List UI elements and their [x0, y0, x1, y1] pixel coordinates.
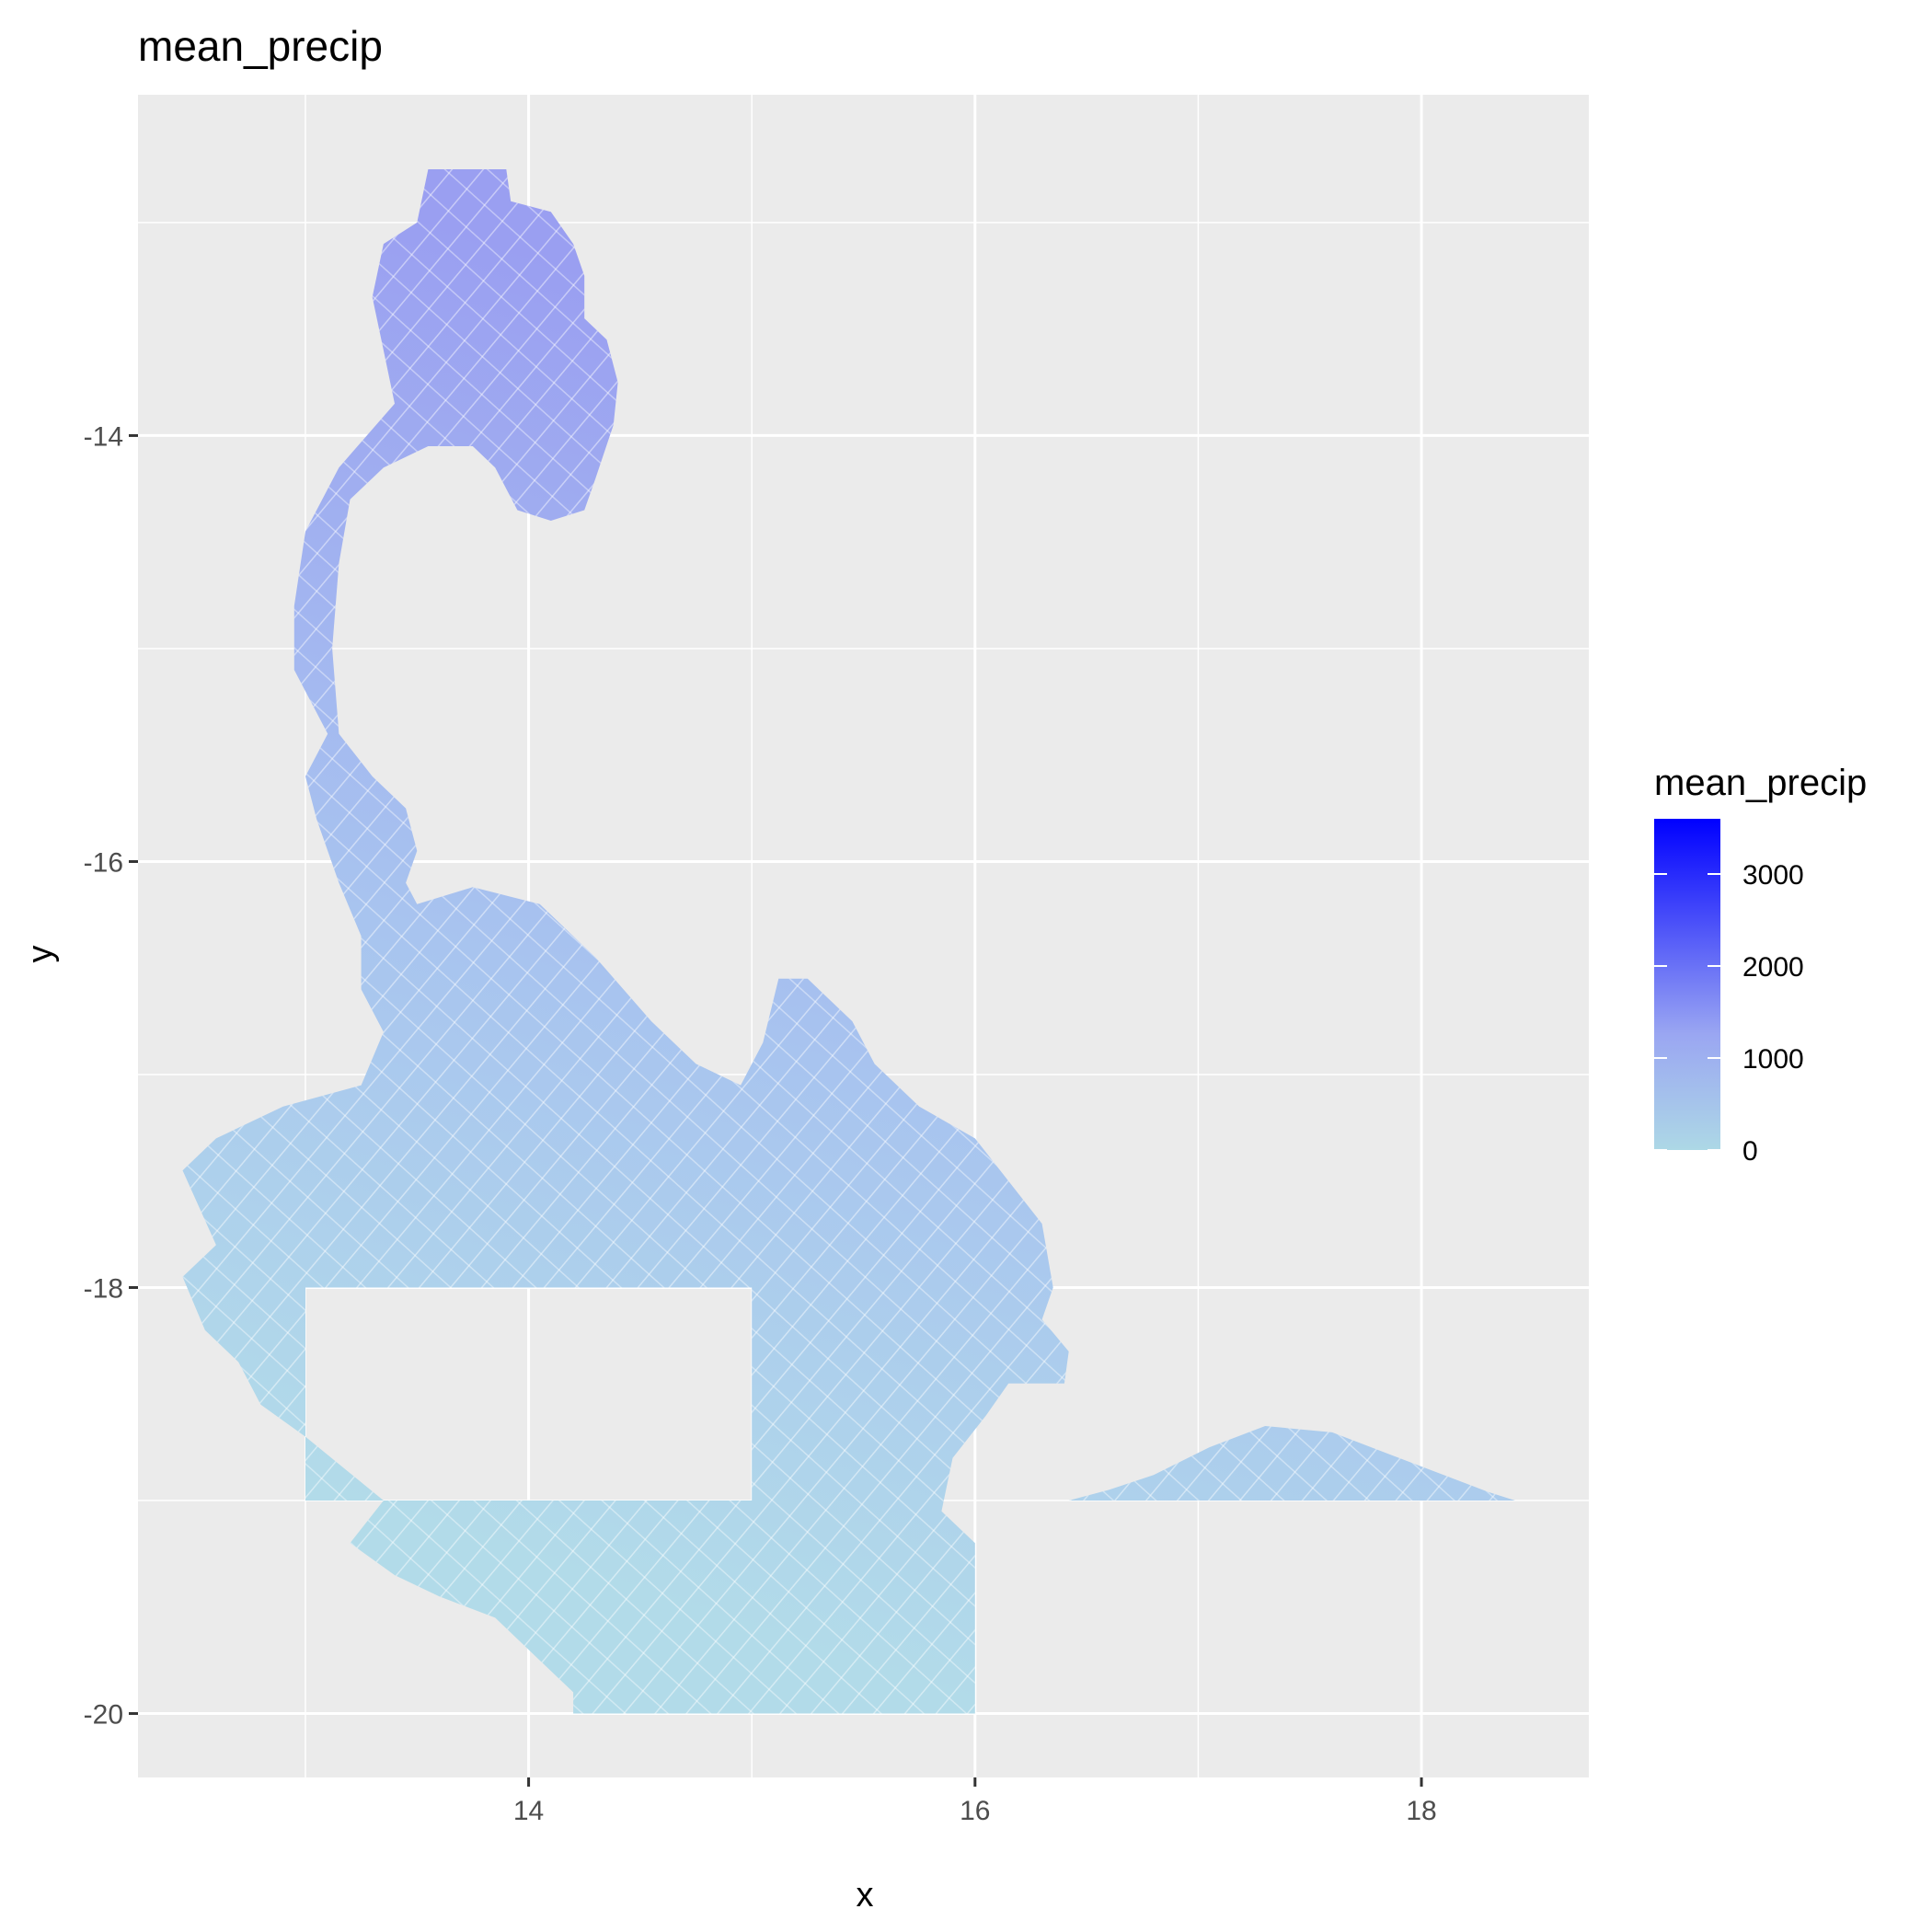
data-region-layer — [182, 169, 1515, 1714]
legend: mean_precip 0 1000 2000 3000 — [1654, 763, 1867, 1167]
legend-colorbar — [1654, 819, 1720, 1150]
legend-tick-label: 1000 — [1742, 1044, 1804, 1075]
legend-tick-label: 0 — [1742, 1136, 1758, 1167]
x-axis-title: x — [857, 1876, 874, 1915]
y-axis-title: y — [21, 946, 60, 963]
main-region — [182, 169, 1069, 1714]
y-tick-label: -18 — [84, 1274, 123, 1305]
legend-tick-label: 2000 — [1742, 952, 1804, 983]
y-tick-label: -16 — [84, 847, 123, 878]
x-tick-label: 14 — [513, 1796, 544, 1826]
chart-title: mean_precip — [138, 22, 383, 70]
axes: 14 16 18 -14 -16 -18 -20 — [84, 421, 1437, 1826]
y-tick-label: -20 — [84, 1700, 123, 1731]
east-region-texture-b — [1068, 1426, 1515, 1501]
main-region-texture-b — [182, 169, 1069, 1714]
x-tick-label: 16 — [960, 1796, 990, 1826]
legend-tick-label: 3000 — [1742, 860, 1804, 891]
legend-ticks: 0 1000 2000 3000 — [1654, 860, 1804, 1167]
legend-title: mean_precip — [1654, 763, 1867, 803]
y-tick-label: -14 — [84, 421, 123, 452]
x-tick-label: 18 — [1406, 1796, 1436, 1826]
east-region — [1068, 1426, 1515, 1501]
